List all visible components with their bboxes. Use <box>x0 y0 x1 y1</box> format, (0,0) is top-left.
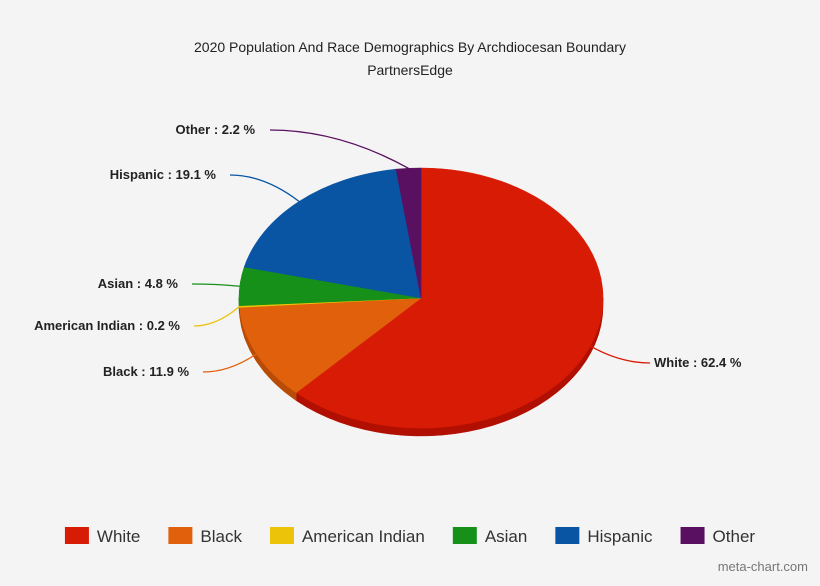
leader-line-american-indian <box>193 306 240 327</box>
data-label-white: White : 62.4 % <box>654 355 742 370</box>
legend-swatch-asian <box>452 527 477 544</box>
data-label-asian: Asian : 4.8 % <box>98 276 179 291</box>
legend-label-american-indian: American Indian <box>302 527 425 546</box>
slice-black <box>239 297 422 393</box>
leader-line-black <box>202 353 257 373</box>
legend: White Black American Indian Asian Hispanic Ot… <box>64 527 756 546</box>
legend-label-asian: Asian <box>485 527 528 546</box>
legend-label-black: Black <box>200 527 242 546</box>
legend-swatch-black <box>168 527 193 544</box>
legend-label-other: Other <box>713 527 756 546</box>
pie-slices <box>238 167 604 437</box>
slice-labels: White : 62.4 % Black : 11.9 % American Ind… <box>34 122 742 379</box>
leader-line-hispanic <box>229 174 300 202</box>
leader-line-white <box>589 345 651 364</box>
leader-line-asian <box>191 283 240 287</box>
data-label-black: Black : 11.9 % <box>103 364 189 379</box>
legend-label-white: White <box>97 527 140 546</box>
legend-swatch-hispanic <box>555 527 580 544</box>
chart-title: 2020 Population And Race Demographics By… <box>194 39 626 55</box>
data-label-hispanic: Hispanic : 19.1 % <box>110 167 217 182</box>
legend-swatch-american-indian <box>269 527 294 544</box>
credit-text: meta-chart.com <box>718 559 808 574</box>
data-label-american-indian: American Indian : 0.2 % <box>34 318 180 333</box>
slice-other <box>395 167 422 299</box>
leader-line-other <box>269 129 409 169</box>
data-label-other: Other : 2.2 % <box>176 122 256 137</box>
legend-label-hispanic: Hispanic <box>587 527 653 546</box>
chart-subtitle: PartnersEdge <box>367 62 453 78</box>
legend-swatch-other <box>680 527 705 544</box>
legend-swatch-white <box>64 527 89 544</box>
